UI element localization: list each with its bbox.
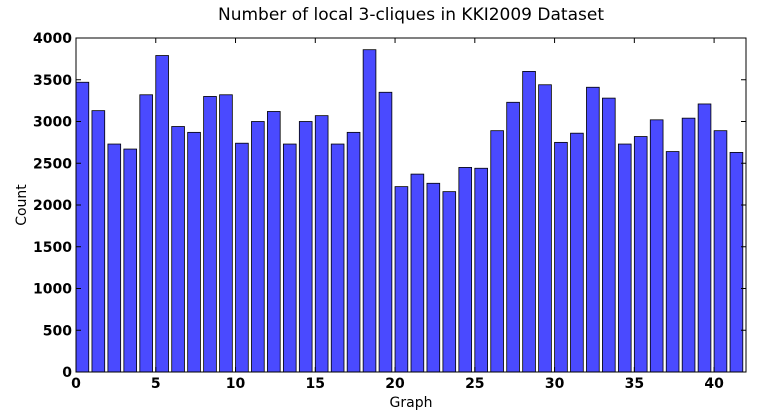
- x-tick-label: 25: [465, 376, 484, 392]
- bar-graph-27: [506, 101, 520, 373]
- bar-graph-41: [729, 151, 744, 373]
- y-tick-label: 0: [62, 365, 72, 381]
- bar-graph-26: [490, 130, 504, 373]
- x-tick-label: 40: [704, 376, 724, 392]
- bar-graph-25: [474, 167, 488, 373]
- bar-graph-38: [681, 117, 696, 373]
- bar-graph-37: [665, 151, 680, 373]
- bar-graph-40: [713, 130, 728, 373]
- y-tick-label: 1500: [33, 240, 72, 256]
- y-tick-label: 4000: [33, 31, 72, 47]
- y-tick-label: 3500: [33, 73, 72, 89]
- y-tick-label: 2500: [33, 156, 72, 172]
- y-tick-label: 500: [43, 323, 72, 339]
- bar-graph-32: [586, 86, 600, 373]
- y-tick-label: 3000: [33, 115, 72, 131]
- bar-graph-35: [633, 136, 648, 373]
- x-tick-label: 35: [625, 376, 644, 392]
- bar-graph-22: [426, 182, 441, 373]
- x-tick-label: 15: [306, 376, 325, 392]
- chart-title: Number of local 3-cliques in KKI2009 Dat…: [218, 5, 604, 25]
- bar-graph-9: [219, 94, 233, 373]
- bar-graph-19: [378, 91, 393, 373]
- y-axis-label: Count: [14, 184, 30, 226]
- bar-graph-12: [267, 111, 281, 373]
- x-tick-label: 0: [71, 376, 81, 392]
- bar-graph-21: [410, 173, 425, 373]
- bar-graph-15: [314, 115, 329, 373]
- x-axis-ticks: 0 5 10 15 20 25 30 35 40: [71, 38, 724, 392]
- bar-graph-30: [554, 141, 568, 373]
- x-tick-label: 30: [545, 376, 565, 392]
- bar-graph-8: [203, 96, 217, 373]
- bar-graph-7: [187, 131, 201, 373]
- bar-graph-31: [570, 132, 584, 373]
- bar-graph-36: [649, 119, 664, 373]
- bar-graph-39: [697, 103, 712, 373]
- bar-graph-20: [394, 186, 409, 373]
- y-axis-ticks: 0 500 1000 1500 2000 2500 3000 3500 4000: [33, 31, 746, 381]
- plot-frame: [75, 37, 747, 373]
- x-axis-label: Graph: [390, 395, 433, 411]
- bar-graph-28: [522, 71, 536, 373]
- bar-graph-13: [282, 143, 297, 373]
- bar-graph-29: [538, 84, 552, 373]
- bar-graph-23: [442, 191, 457, 373]
- x-tick-label: 5: [151, 376, 161, 392]
- y-tick-label: 2000: [33, 198, 72, 214]
- bar-graph-16: [330, 143, 345, 373]
- x-tick-label: 20: [385, 376, 405, 392]
- bar-graph-4: [139, 94, 153, 373]
- bar-graph-34: [617, 143, 632, 373]
- bar-graph-33: [602, 97, 616, 373]
- bar-graph-10: [235, 142, 249, 373]
- bar-graph-6: [171, 126, 185, 373]
- bar-graph-0: [75, 81, 90, 373]
- bar-graph-24: [458, 167, 473, 373]
- bar-graph-2: [107, 143, 122, 373]
- bar-graph-11: [251, 121, 265, 373]
- y-tick-label: 1000: [33, 282, 72, 298]
- bar-graph-3: [123, 148, 138, 373]
- bar-graph-17: [346, 131, 361, 373]
- bar-graph-14: [298, 121, 313, 373]
- bar-graph-18: [362, 49, 377, 373]
- bar-graph-5: [155, 55, 169, 373]
- x-tick-label: 10: [226, 376, 246, 392]
- bar-graph-1: [91, 110, 106, 373]
- bars-group: [75, 49, 744, 373]
